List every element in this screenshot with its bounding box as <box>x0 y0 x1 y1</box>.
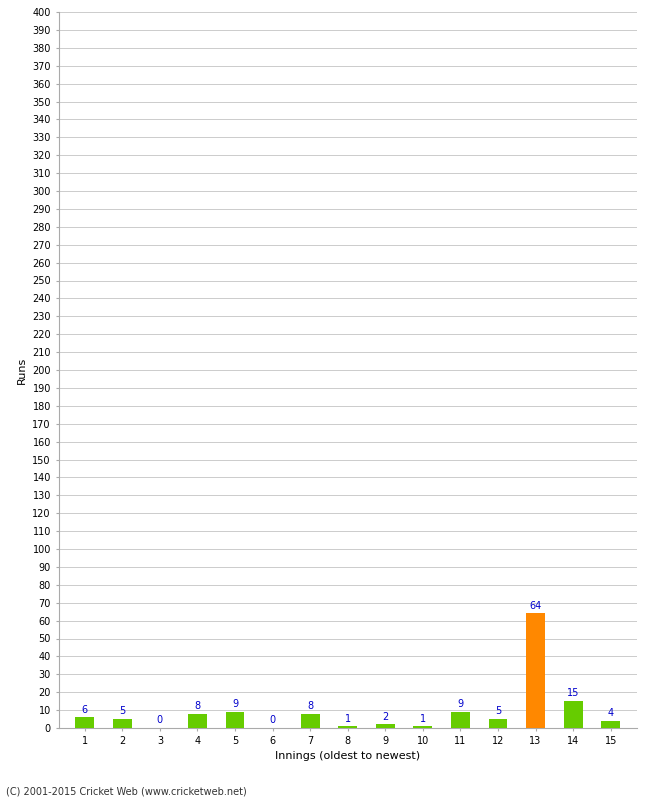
Bar <box>188 714 207 728</box>
Text: 1: 1 <box>420 714 426 723</box>
Text: 0: 0 <box>157 715 163 726</box>
Text: 5: 5 <box>119 706 125 716</box>
Text: 8: 8 <box>307 701 313 711</box>
Y-axis label: Runs: Runs <box>17 356 27 384</box>
Bar <box>376 725 395 728</box>
Bar <box>451 712 470 728</box>
Bar <box>301 714 320 728</box>
Bar <box>226 712 244 728</box>
Text: 0: 0 <box>270 715 276 726</box>
Bar <box>339 726 357 728</box>
Bar <box>413 726 432 728</box>
Text: 8: 8 <box>194 701 201 711</box>
Text: 4: 4 <box>608 708 614 718</box>
Bar <box>601 721 620 728</box>
Bar <box>564 701 582 728</box>
Text: 64: 64 <box>530 601 541 610</box>
X-axis label: Innings (oldest to newest): Innings (oldest to newest) <box>275 751 421 761</box>
Text: 15: 15 <box>567 689 579 698</box>
Text: 5: 5 <box>495 706 501 716</box>
Bar <box>489 719 508 728</box>
Text: 6: 6 <box>82 705 88 714</box>
Text: (C) 2001-2015 Cricket Web (www.cricketweb.net): (C) 2001-2015 Cricket Web (www.cricketwe… <box>6 786 247 796</box>
Bar <box>113 719 132 728</box>
Text: 2: 2 <box>382 712 389 722</box>
Text: 1: 1 <box>344 714 351 723</box>
Text: 9: 9 <box>458 699 463 710</box>
Text: 9: 9 <box>232 699 238 710</box>
Bar <box>526 614 545 728</box>
Bar <box>75 718 94 728</box>
